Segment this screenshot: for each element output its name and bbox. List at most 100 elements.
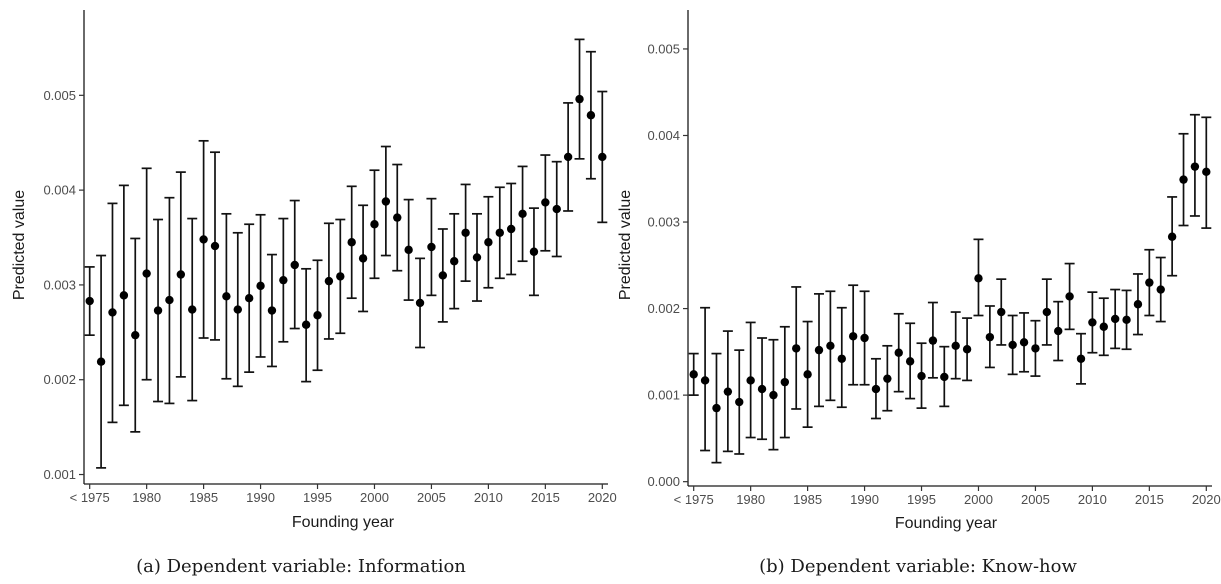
data-point [1076,354,1086,363]
y-axis-title: Predicted value [617,190,634,300]
data-point [1019,338,1029,347]
data-point [393,213,402,222]
data-point [131,330,140,340]
data-point [461,228,470,237]
x-tick-label: 2020 [1192,492,1221,507]
data-point [1099,322,1108,331]
data-point [415,298,425,308]
data-point [199,235,208,244]
x-tick-label: 2010 [474,490,503,505]
x-tick-label: 1990 [850,492,879,507]
data-point [210,241,220,251]
data-point [905,357,915,366]
data-point [837,354,846,363]
data-point [746,376,755,385]
y-tick-label: 0.002 [647,301,680,316]
y-tick-label: 0.000 [647,474,680,489]
data-point [985,332,995,342]
data-point [552,204,561,214]
data-point [96,357,106,366]
data-point [689,370,698,379]
data-point [313,311,322,320]
data-point [940,372,949,382]
data-point [1190,162,1200,171]
data-point [860,333,869,343]
data-point [324,276,334,286]
data-point [1167,232,1177,241]
y-tick-label: 0.005 [647,41,680,56]
x-tick-label: < 1975 [674,492,714,507]
data-point [188,305,197,314]
panel-know-how: 0.000 0.001 0.002 0.003 0.004 0.005 < 1975 198… [617,10,1221,577]
data-point [974,274,983,283]
data-point [962,345,972,354]
data-point [1065,292,1074,301]
data-point [142,269,151,278]
data-point [290,260,299,270]
x-axis-title: Founding year [895,515,998,532]
data-point [1008,340,1017,350]
y-tick-label: 0.004 [43,183,76,198]
data-point [541,198,550,207]
x-tick-label: 1980 [736,492,765,507]
y-tick-label: 0.005 [43,88,76,103]
data-point [404,245,413,255]
data-point [518,209,527,219]
data-point [928,336,938,345]
data-point [358,254,368,263]
data-point [712,403,721,413]
x-ticks: < 1975 1980 1985 1990 1995 2000 2005 2010 2015 20… [674,486,1221,507]
x-tick-label: 2000 [360,490,389,505]
data-point [848,332,858,341]
y-ticks: 0.001 0.002 0.003 0.004 0.005 [43,88,84,482]
y-tick-label: 0.001 [647,388,680,403]
data-point [814,345,824,355]
y-tick-label: 0.003 [43,277,76,292]
data-point [826,341,835,350]
data-point [336,272,345,281]
data-point [1110,314,1120,324]
data-point [119,291,129,300]
data-point [495,228,504,237]
data-point [381,197,391,206]
data-point [370,220,379,229]
caption-b: (b) Dependent variable: Know-how [759,556,1077,577]
data-point [347,238,356,247]
data-point [1042,307,1052,317]
data-point [233,305,242,314]
data-point [883,374,892,383]
x-tick-label: 2005 [417,490,446,505]
data-point [1133,300,1143,309]
data-point [598,152,607,162]
x-tick-label: 1985 [189,490,218,505]
data-point [529,247,539,256]
y-tick-label: 0.003 [647,215,680,230]
y-tick-label: 0.001 [43,467,76,482]
data-point [279,275,288,285]
data-point [586,111,596,120]
y-tick-label: 0.002 [43,372,76,387]
y-ticks: 0.000 0.001 0.002 0.003 0.004 0.005 [647,41,688,489]
data-point [803,370,812,379]
x-tick-label: 1995 [907,492,936,507]
data-point [153,306,163,315]
data-point [1179,175,1188,184]
data-point [165,295,174,305]
panel-information: 0.001 0.002 0.003 0.004 0.005 < 1975 1980 1985… [11,10,617,577]
x-tick-label: 2010 [1078,492,1107,507]
data-marks [688,113,1212,464]
x-tick-label: 2020 [588,490,617,505]
data-point [176,270,186,279]
data-point [506,224,516,234]
data-point [267,306,277,315]
data-point [450,257,459,266]
data-point [792,344,801,353]
data-point [108,308,117,317]
x-tick-label: 2005 [1021,492,1050,507]
data-point [1054,326,1063,336]
x-ticks: < 1975 1980 1985 1990 1995 2000 2005 2010 2015 20… [70,484,617,505]
data-point [894,348,903,357]
y-axis-title: Predicted value [11,190,28,300]
data-point [1122,315,1131,325]
